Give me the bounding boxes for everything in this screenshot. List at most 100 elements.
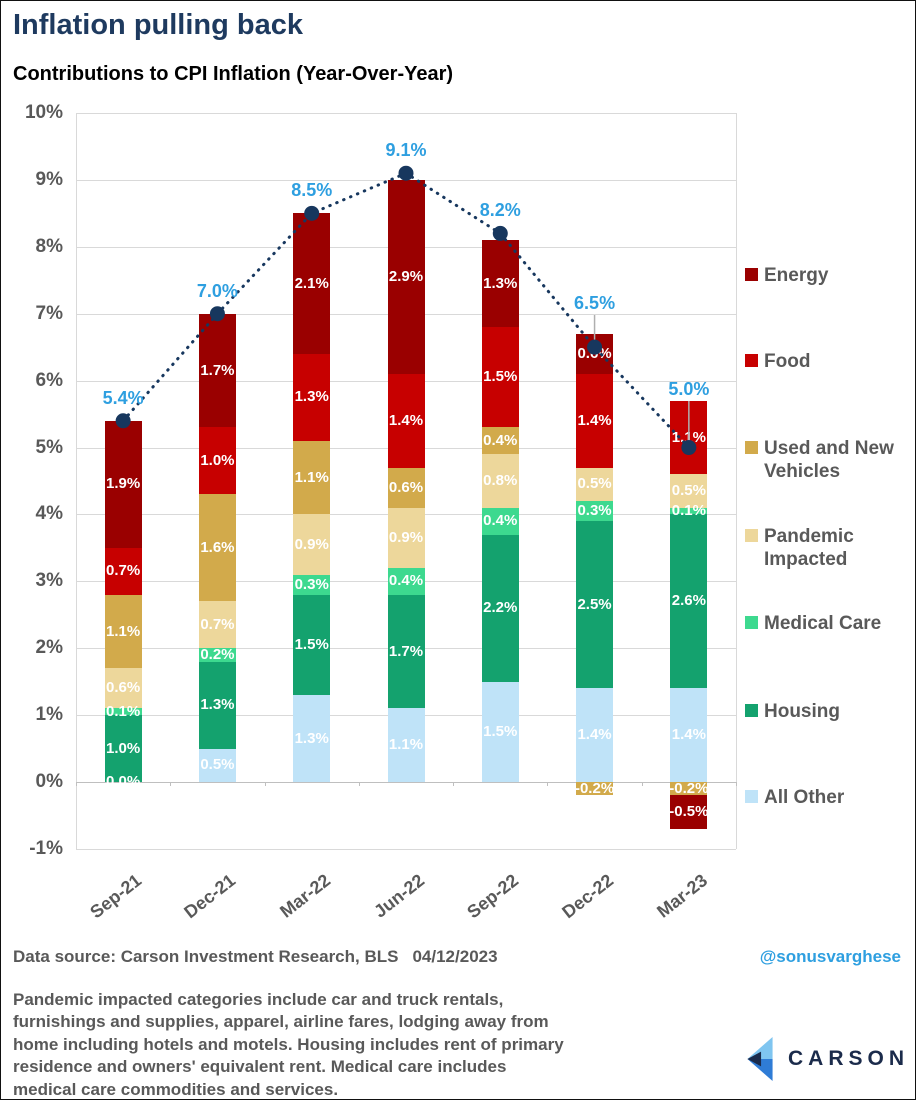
legend-item: Used and New Vehicles xyxy=(745,437,915,483)
segment-value-label: 1.3% xyxy=(294,729,329,747)
segment-value-label: 0.9% xyxy=(294,535,329,553)
bar-segment xyxy=(387,594,425,709)
carson-logo: CARSON xyxy=(746,1037,909,1081)
segment-value-label: 1.5% xyxy=(483,368,518,386)
bar-segment xyxy=(670,514,708,689)
segment-value-label: 1.1% xyxy=(106,622,141,640)
legend-swatch xyxy=(745,529,758,542)
bar-segment xyxy=(293,695,331,783)
segment-value-label: 1.5% xyxy=(294,635,329,653)
segment-value-label: 0.7% xyxy=(106,562,141,580)
carson-logo-text: CARSON xyxy=(788,1047,910,1070)
gridline xyxy=(76,848,736,850)
x-axis-tick xyxy=(547,782,549,787)
line-value-label: 5.0% xyxy=(668,379,710,399)
bar-segment xyxy=(481,534,519,682)
bar-segment xyxy=(293,594,331,696)
segment-value-label: 1.5% xyxy=(483,722,518,740)
legend-label: All Other xyxy=(764,787,845,808)
y-axis-tick-label: 6% xyxy=(35,369,63,391)
y-axis-tick-label: 1% xyxy=(35,704,63,726)
line-value-label: 9.1% xyxy=(385,140,427,161)
bar-segment xyxy=(670,795,708,829)
x-axis-label: Jun-22 xyxy=(370,870,429,922)
data-source-text: Data source: Carson Investment Research,… xyxy=(13,947,498,967)
bar-segment xyxy=(387,708,425,783)
y-axis-tick-label: 9% xyxy=(35,168,63,190)
legend-label: Energy xyxy=(764,265,829,286)
legend-label: Medical Care xyxy=(764,613,882,634)
segment-value-label: 0.0% xyxy=(106,773,141,791)
legend-item: Pandemic Impacted xyxy=(745,525,915,571)
segment-value-label: 0.4% xyxy=(483,512,518,530)
y-axis-tick-label: 8% xyxy=(35,235,63,257)
line-value-label: 8.2% xyxy=(479,200,521,221)
bar-segment xyxy=(576,501,614,522)
segment-value-label: 2.2% xyxy=(483,599,518,617)
segment-value-label: 1.7% xyxy=(200,361,235,379)
y-axis-tick-label: -1% xyxy=(29,837,63,859)
twitter-handle[interactable]: @sonusvarghese xyxy=(759,947,901,966)
legend-item: Energy xyxy=(745,264,828,287)
bar-segment xyxy=(576,467,614,502)
y-axis-tick-label: 2% xyxy=(35,637,63,659)
y-axis-tick-label: 7% xyxy=(35,302,63,324)
line-marker xyxy=(492,225,508,241)
segment-value-label: 0.1% xyxy=(671,502,706,520)
segment-value-label: 0.3% xyxy=(577,502,612,520)
bar-segment xyxy=(293,574,331,595)
bar-segment xyxy=(576,782,614,796)
segment-value-label: 1.7% xyxy=(388,642,424,660)
legend-item: Medical Care xyxy=(745,612,881,635)
y-axis-tick-label: 4% xyxy=(35,503,63,525)
segment-value-label: 2.5% xyxy=(577,595,612,613)
segment-value-label: 0.8% xyxy=(483,471,518,489)
segment-value-label: 0.1% xyxy=(106,702,141,720)
segment-value-label: 1.4% xyxy=(577,726,612,744)
segment-value-label: 1.4% xyxy=(671,726,706,744)
page-title: Inflation pulling back xyxy=(13,9,303,41)
bar-segment xyxy=(104,547,142,595)
legend-swatch xyxy=(745,616,758,629)
segment-value-label: 0.6% xyxy=(388,478,424,496)
segment-value-label: 1.3% xyxy=(200,696,235,714)
legend-swatch xyxy=(745,441,758,454)
bar-segment xyxy=(293,514,331,575)
line-value-label: 6.5% xyxy=(574,293,616,313)
segment-value-label: 1.4% xyxy=(388,411,424,429)
bar-segment xyxy=(387,467,425,508)
bar-segment xyxy=(198,648,236,662)
x-axis-tick xyxy=(264,782,266,787)
legend-swatch xyxy=(745,354,758,367)
bar-segment xyxy=(481,681,519,783)
x-axis-tick xyxy=(358,782,360,787)
line-value-label: 5.4% xyxy=(102,387,144,408)
y-axis-tick-label: 3% xyxy=(35,570,63,592)
legend-label: Housing xyxy=(764,701,840,722)
bar-segment xyxy=(198,661,236,749)
segment-value-label: 2.6% xyxy=(671,592,706,610)
bar-segment xyxy=(481,454,519,508)
chart-title: Contributions to CPI Inflation (Year-Ove… xyxy=(13,63,454,85)
data-source-date: 04/12/2023 xyxy=(412,947,498,966)
segment-value-label: 0.5% xyxy=(671,482,706,500)
bar-segment xyxy=(576,688,614,783)
segment-value-label: 1.0% xyxy=(200,451,235,469)
segment-value-label: 2.9% xyxy=(388,267,424,285)
x-axis-tick xyxy=(76,782,77,787)
segment-value-label: -0.5% xyxy=(669,803,709,821)
bar-segment xyxy=(198,601,236,649)
bar-segment xyxy=(481,507,519,535)
bar-segment xyxy=(670,507,708,515)
bar-segment xyxy=(198,748,236,783)
segment-value-label: 1.4% xyxy=(577,411,612,429)
segment-value-label: 1.3% xyxy=(483,274,518,292)
segment-value-label: 0.6% xyxy=(106,679,141,697)
data-source-label: Data source: Carson Investment Research,… xyxy=(13,947,399,966)
segment-value-label: 1.9% xyxy=(106,475,141,493)
bar-segment xyxy=(104,708,142,716)
segment-value-label: 1.1% xyxy=(671,428,706,446)
x-axis-tick xyxy=(453,782,455,787)
segment-value-label: 0.6% xyxy=(577,344,612,362)
segment-value-label: 1.3% xyxy=(294,388,329,406)
